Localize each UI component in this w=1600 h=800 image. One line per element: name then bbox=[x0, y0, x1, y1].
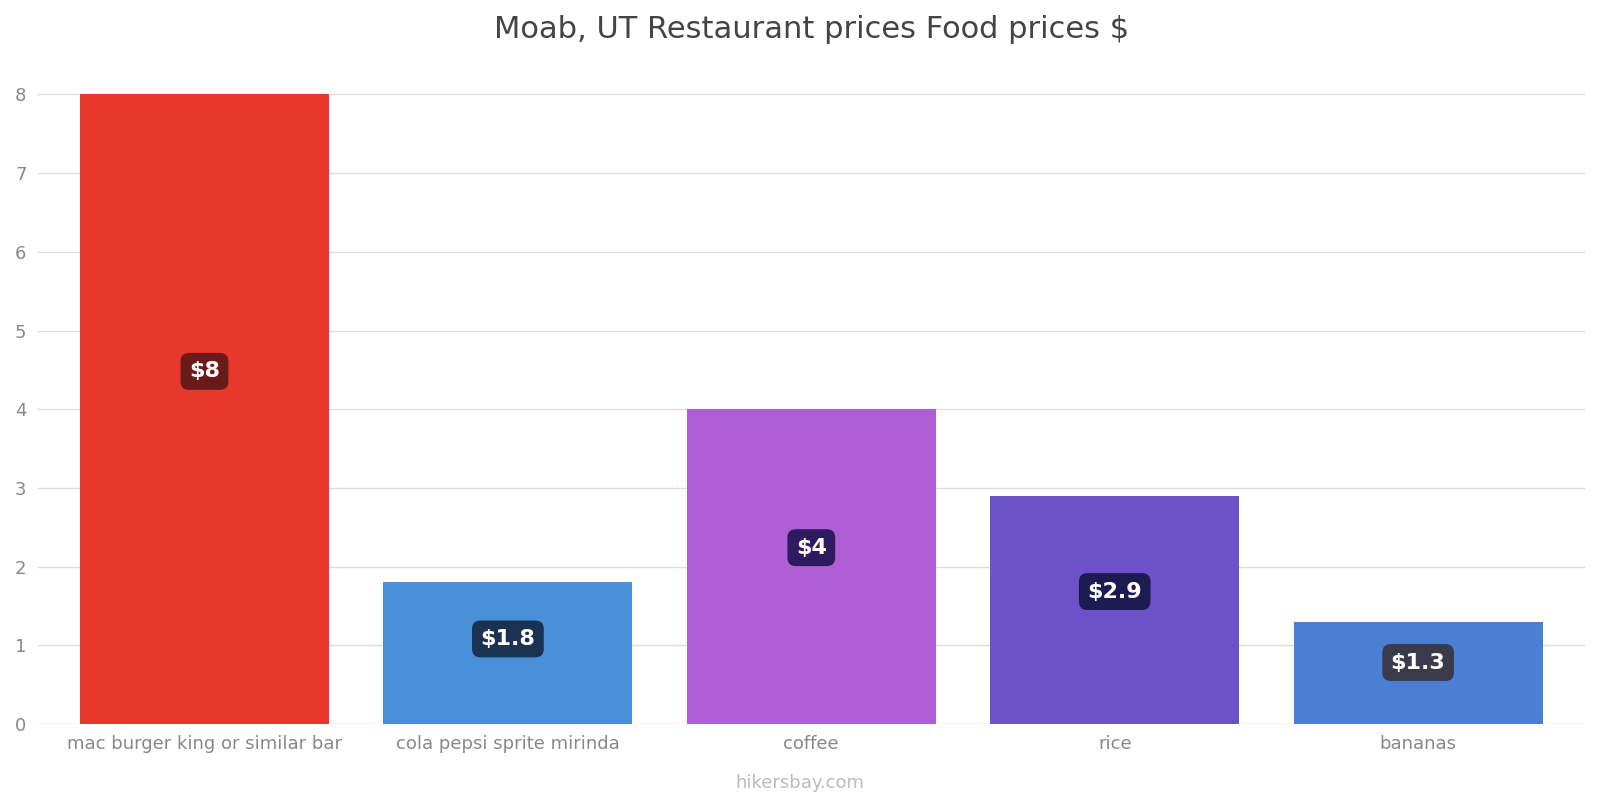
Bar bbox=[686, 409, 936, 724]
Text: $4: $4 bbox=[795, 538, 827, 558]
Text: $2.9: $2.9 bbox=[1088, 582, 1142, 602]
Text: $1.8: $1.8 bbox=[480, 629, 536, 649]
Text: $1.3: $1.3 bbox=[1390, 653, 1445, 673]
Title: Moab, UT Restaurant prices Food prices $: Moab, UT Restaurant prices Food prices $ bbox=[494, 15, 1130, 44]
Text: $8: $8 bbox=[189, 362, 219, 382]
Bar bbox=[990, 496, 1238, 724]
Bar bbox=[384, 582, 632, 724]
Text: hikersbay.com: hikersbay.com bbox=[736, 774, 864, 792]
Bar bbox=[1294, 622, 1542, 724]
Bar bbox=[80, 94, 330, 724]
